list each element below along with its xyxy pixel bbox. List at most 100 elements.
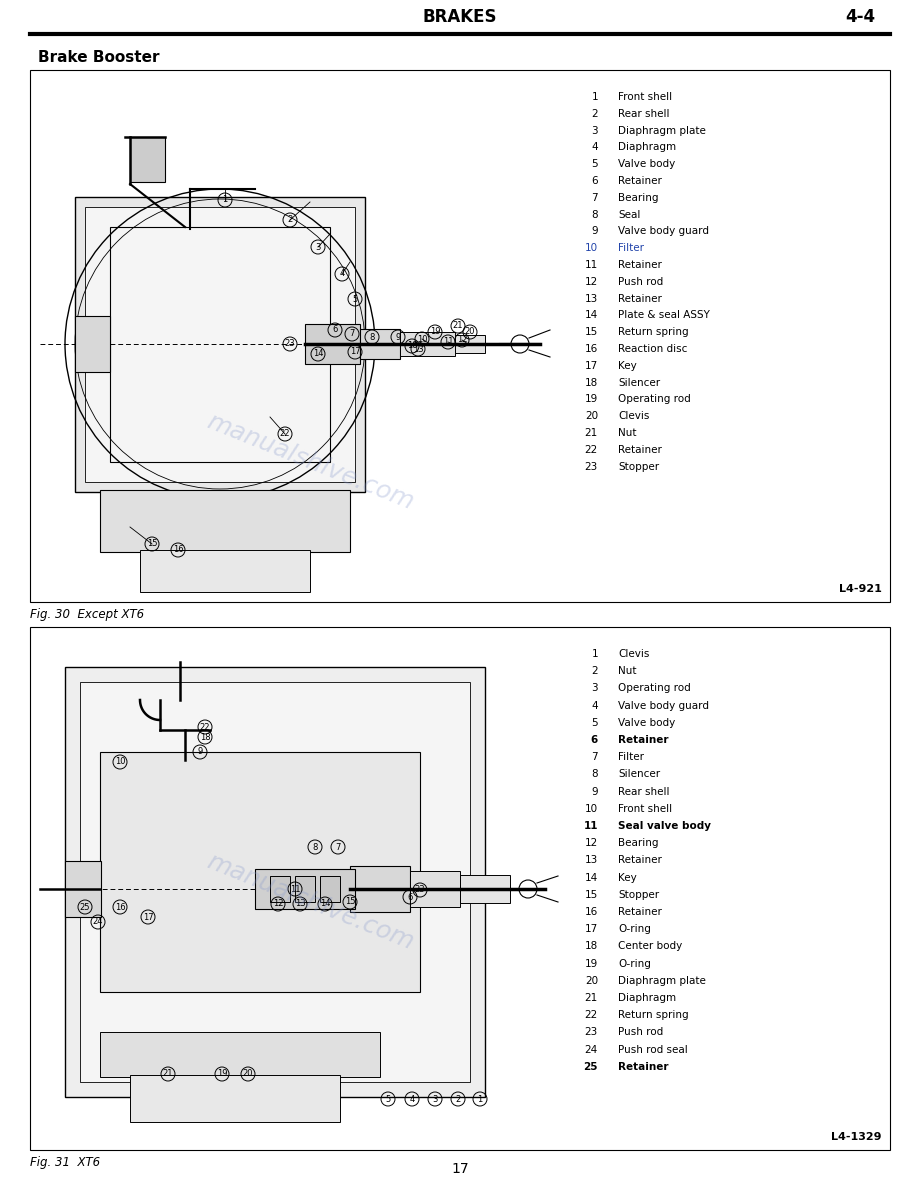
Text: Retainer: Retainer (618, 176, 661, 186)
Bar (305, 324, 359, 364)
Bar (410, 871, 460, 907)
Text: 10: 10 (584, 243, 597, 253)
Text: Rear shell: Rear shell (618, 787, 669, 796)
Text: 17: 17 (450, 1162, 469, 1177)
Text: 5: 5 (591, 718, 597, 728)
Text: 13: 13 (584, 293, 597, 304)
Text: L4-1329: L4-1329 (831, 1132, 881, 1142)
Text: Front shell: Front shell (618, 803, 672, 814)
Text: 5: 5 (352, 294, 357, 304)
Bar (65, 668, 484, 1097)
Bar (100, 752, 420, 992)
Text: 25: 25 (80, 902, 90, 912)
Text: 8: 8 (591, 210, 597, 219)
Text: 22: 22 (199, 722, 210, 732)
Bar (65, 861, 101, 917)
Text: 16: 16 (115, 902, 125, 912)
Text: 22: 22 (584, 1010, 597, 1020)
Text: 2: 2 (591, 666, 597, 676)
Text: 6: 6 (590, 735, 597, 745)
Text: 17: 17 (584, 924, 597, 935)
Text: 7: 7 (335, 843, 340, 851)
Text: 1: 1 (222, 195, 227, 205)
Text: 3: 3 (591, 683, 597, 694)
Text: O-ring: O-ring (618, 958, 650, 969)
Text: 20: 20 (464, 328, 475, 336)
Text: 2: 2 (591, 108, 597, 119)
Text: Diaphragm: Diaphragm (618, 993, 675, 1002)
Text: Plate & seal ASSY: Plate & seal ASSY (618, 310, 709, 321)
Text: 19: 19 (429, 328, 440, 336)
Text: 13: 13 (413, 344, 423, 354)
Text: 15: 15 (345, 898, 355, 906)
Text: 12: 12 (584, 838, 597, 849)
Text: 11: 11 (289, 884, 300, 894)
Text: 15: 15 (147, 540, 157, 548)
Text: Retainer: Retainer (618, 260, 661, 271)
Text: Nut: Nut (618, 428, 636, 437)
Text: 16: 16 (584, 344, 597, 354)
Bar (460, 875, 509, 904)
Bar (140, 550, 310, 592)
Text: 6: 6 (407, 893, 413, 901)
Text: BRAKES: BRAKES (423, 8, 496, 26)
Text: 15: 15 (584, 889, 597, 900)
Text: 4: 4 (339, 269, 345, 279)
Bar (320, 876, 340, 902)
Text: 8: 8 (312, 843, 317, 851)
Bar (359, 329, 400, 359)
Text: Center body: Center body (618, 942, 682, 951)
Text: Operating rod: Operating rod (618, 395, 690, 404)
Text: Nut: Nut (618, 666, 636, 676)
Text: 17: 17 (142, 913, 153, 921)
Text: 4: 4 (409, 1094, 414, 1104)
Text: 3: 3 (432, 1094, 437, 1104)
Text: 17: 17 (584, 361, 597, 371)
Text: Valve body guard: Valve body guard (618, 226, 709, 236)
Text: 7: 7 (349, 329, 355, 339)
Text: 3: 3 (315, 242, 321, 252)
Text: 8: 8 (591, 769, 597, 780)
Bar (100, 490, 349, 552)
Bar (110, 226, 330, 462)
Bar (75, 197, 365, 492)
Bar (349, 867, 410, 912)
Text: manualshlve.com: manualshlve.com (203, 850, 416, 955)
Text: Key: Key (618, 361, 636, 371)
Text: 4-4: 4-4 (844, 8, 874, 26)
Text: 22: 22 (584, 445, 597, 455)
Text: 24: 24 (584, 1044, 597, 1055)
Text: 3: 3 (591, 125, 597, 136)
Text: 21: 21 (584, 993, 597, 1002)
Text: 1: 1 (591, 92, 597, 103)
Text: Valve body guard: Valve body guard (618, 701, 709, 710)
Text: Diaphragm plate: Diaphragm plate (618, 125, 705, 136)
Text: 10: 10 (115, 757, 125, 766)
Text: 11: 11 (583, 821, 597, 831)
Bar (295, 876, 314, 902)
Text: Clevis: Clevis (618, 648, 649, 659)
Text: 9: 9 (198, 747, 202, 757)
Text: Key: Key (618, 873, 636, 882)
Text: Return spring: Return spring (618, 1010, 688, 1020)
Text: Push rod seal: Push rod seal (618, 1044, 687, 1055)
Text: Retainer: Retainer (618, 907, 661, 917)
Text: Valve body: Valve body (618, 160, 675, 169)
Bar (455, 335, 484, 353)
Bar (269, 876, 289, 902)
Text: 5: 5 (385, 1094, 391, 1104)
Text: 10: 10 (416, 335, 426, 343)
Text: 7: 7 (591, 752, 597, 762)
Text: 1: 1 (591, 648, 597, 659)
Text: Silencer: Silencer (618, 769, 660, 780)
Bar (85, 207, 355, 482)
Text: Retainer: Retainer (618, 445, 661, 455)
Text: 14: 14 (320, 900, 330, 908)
Text: Clevis: Clevis (618, 411, 649, 421)
Text: 4: 4 (591, 142, 597, 153)
Text: 18: 18 (199, 733, 210, 741)
Text: Filter: Filter (618, 243, 643, 253)
Text: 10: 10 (584, 803, 597, 814)
Text: 23: 23 (414, 886, 425, 894)
Text: Retainer: Retainer (618, 293, 661, 304)
